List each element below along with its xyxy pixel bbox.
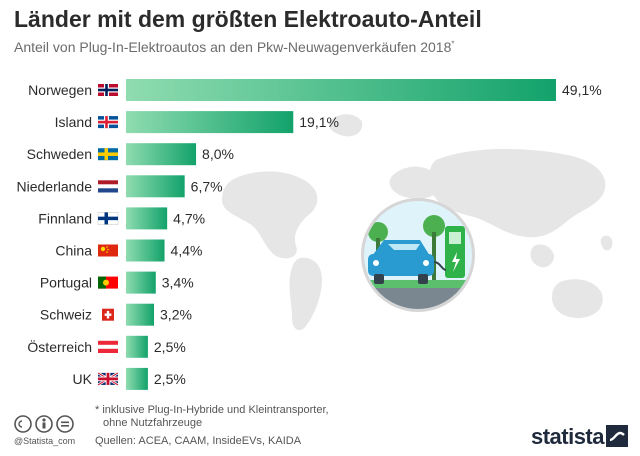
flags-group	[97, 84, 119, 387]
chart-title: Länder mit dem größten Elektroauto-Antei…	[14, 6, 482, 32]
bar-iceland	[126, 111, 294, 134]
flag-china-icon	[98, 244, 118, 257]
subtitle-text: Anteil von Plug-In-Elektroautos an den P…	[14, 39, 452, 55]
bar-finland	[126, 207, 168, 230]
value-label: 49,1%	[562, 82, 602, 98]
bar-uk	[126, 367, 148, 390]
bar-switzerland	[126, 303, 155, 326]
value-label: 2,5%	[154, 339, 186, 355]
footnote-line-2: ohne Nutzfahrzeuge	[103, 417, 203, 429]
value-label: 8,0%	[202, 146, 234, 162]
value-label: 6,7%	[191, 178, 223, 194]
statista-logo: statista	[530, 424, 605, 449]
subtitle-footnote-marker: *	[451, 39, 455, 49]
footnote-line-1: * inklusive Plug-In-Hybride und Kleintra…	[95, 404, 329, 416]
flag-switzerland-icon	[98, 308, 118, 321]
license-icons	[14, 415, 74, 433]
flag-austria-icon	[98, 340, 118, 353]
flag-finland-icon	[97, 212, 119, 225]
flag-portugal-icon	[98, 276, 118, 289]
bar-netherlands	[126, 175, 185, 198]
sources: Quellen: ACEA, CAAM, InsideEVs, KAIDA	[95, 435, 302, 447]
flag-uk-icon	[97, 371, 119, 387]
creative-commons-icon	[14, 415, 32, 433]
value-label: 4,7%	[173, 210, 205, 226]
category-label: China	[55, 243, 92, 259]
bar-norway	[126, 79, 556, 101]
bars-group	[126, 79, 556, 390]
category-label: Niederlande	[17, 178, 93, 194]
flag-sweden-icon	[98, 148, 118, 161]
flag-iceland-icon	[98, 116, 118, 129]
footnote: * inklusive Plug-In-Hybride und Kleintra…	[95, 404, 425, 430]
bar-austria	[126, 335, 148, 358]
attribution-icon	[35, 415, 53, 433]
category-label: Österreich	[27, 338, 92, 355]
equals-icon	[56, 415, 74, 433]
category-label: UK	[73, 371, 93, 387]
category-label: Portugal	[40, 275, 92, 291]
value-label: 19,1%	[299, 114, 339, 130]
category-label: Norwegen	[28, 82, 92, 98]
category-label: Schweiz	[40, 307, 92, 323]
category-label: Finnland	[38, 210, 92, 226]
flag-norway-icon	[98, 84, 118, 96]
ev-charging-illustration-icon	[361, 198, 475, 312]
category-labels-group: Norwegen Island Schweden Niederlande Finnlan…	[17, 82, 93, 387]
category-label: Schweden	[27, 146, 92, 162]
flag-netherlands-icon	[98, 180, 118, 193]
value-label: 3,2%	[160, 307, 192, 323]
bar-sweden	[126, 143, 197, 166]
statista-logo-icon	[606, 425, 628, 447]
value-label: 4,4%	[171, 243, 203, 259]
value-label: 3,4%	[162, 275, 194, 291]
bar-portugal	[126, 271, 156, 294]
social-handle: @Statista_com	[14, 436, 76, 446]
value-labels-group: 49,1% 19,1% 8,0% 6,7% 4,7% 4,4% 3,4% 3,2% 2,5% 2,…	[154, 82, 602, 387]
bar-china	[126, 239, 165, 262]
chart-subtitle: Anteil von Plug-In-Elektroautos an den P…	[14, 39, 455, 55]
category-label: Island	[55, 114, 92, 130]
value-label: 2,5%	[154, 371, 186, 387]
